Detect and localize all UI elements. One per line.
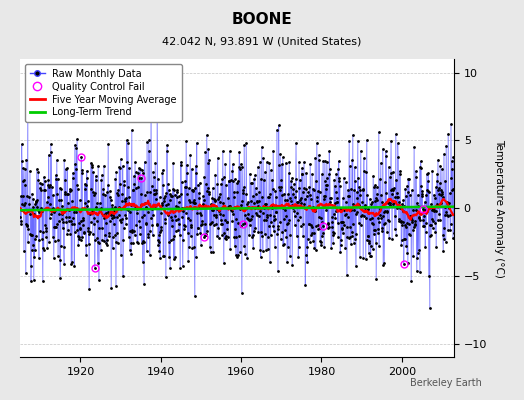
Legend: Raw Monthly Data, Quality Control Fail, Five Year Moving Average, Long-Term Tren: Raw Monthly Data, Quality Control Fail, … [25, 64, 182, 122]
Y-axis label: Temperature Anomaly (°C): Temperature Anomaly (°C) [494, 139, 504, 278]
Text: 42.042 N, 93.891 W (United States): 42.042 N, 93.891 W (United States) [162, 36, 362, 46]
Text: Berkeley Earth: Berkeley Earth [410, 378, 482, 388]
Text: BOONE: BOONE [232, 12, 292, 27]
